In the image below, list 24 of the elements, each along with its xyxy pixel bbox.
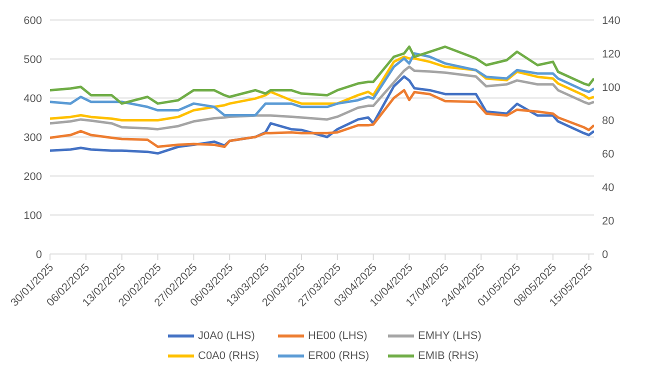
legend-label: ER00 (RHS) bbox=[308, 350, 370, 362]
y2-tick-label: 0 bbox=[602, 248, 608, 261]
y-tick-label: 400 bbox=[24, 92, 42, 105]
y-tick-label: 0 bbox=[36, 248, 42, 261]
y-tick-label: 200 bbox=[24, 170, 42, 183]
legend-label: HE00 (LHS) bbox=[308, 330, 368, 342]
legend-label: EMIB (RHS) bbox=[418, 350, 478, 362]
legend-label: C0A0 (RHS) bbox=[198, 350, 260, 362]
line-series bbox=[50, 88, 594, 148]
y2-tick-label: 120 bbox=[602, 48, 620, 60]
y-tick-label: 500 bbox=[24, 54, 42, 66]
y2-tick-label: 40 bbox=[602, 182, 614, 194]
y-tick-label: 600 bbox=[24, 14, 42, 27]
y-tick-label: 100 bbox=[24, 210, 42, 222]
legend-label: EMHY (LHS) bbox=[418, 330, 482, 342]
y2-tick-label: 20 bbox=[602, 215, 614, 228]
y-tick-label: 300 bbox=[24, 132, 42, 144]
line-series bbox=[50, 45, 594, 105]
legend-label: J0A0 (LHS) bbox=[198, 330, 255, 342]
y2-tick-label: 60 bbox=[602, 148, 614, 161]
y2-tick-label: 140 bbox=[602, 14, 620, 27]
line-series bbox=[50, 66, 594, 130]
y2-tick-label: 100 bbox=[602, 82, 620, 94]
y2-tick-label: 80 bbox=[602, 115, 614, 128]
